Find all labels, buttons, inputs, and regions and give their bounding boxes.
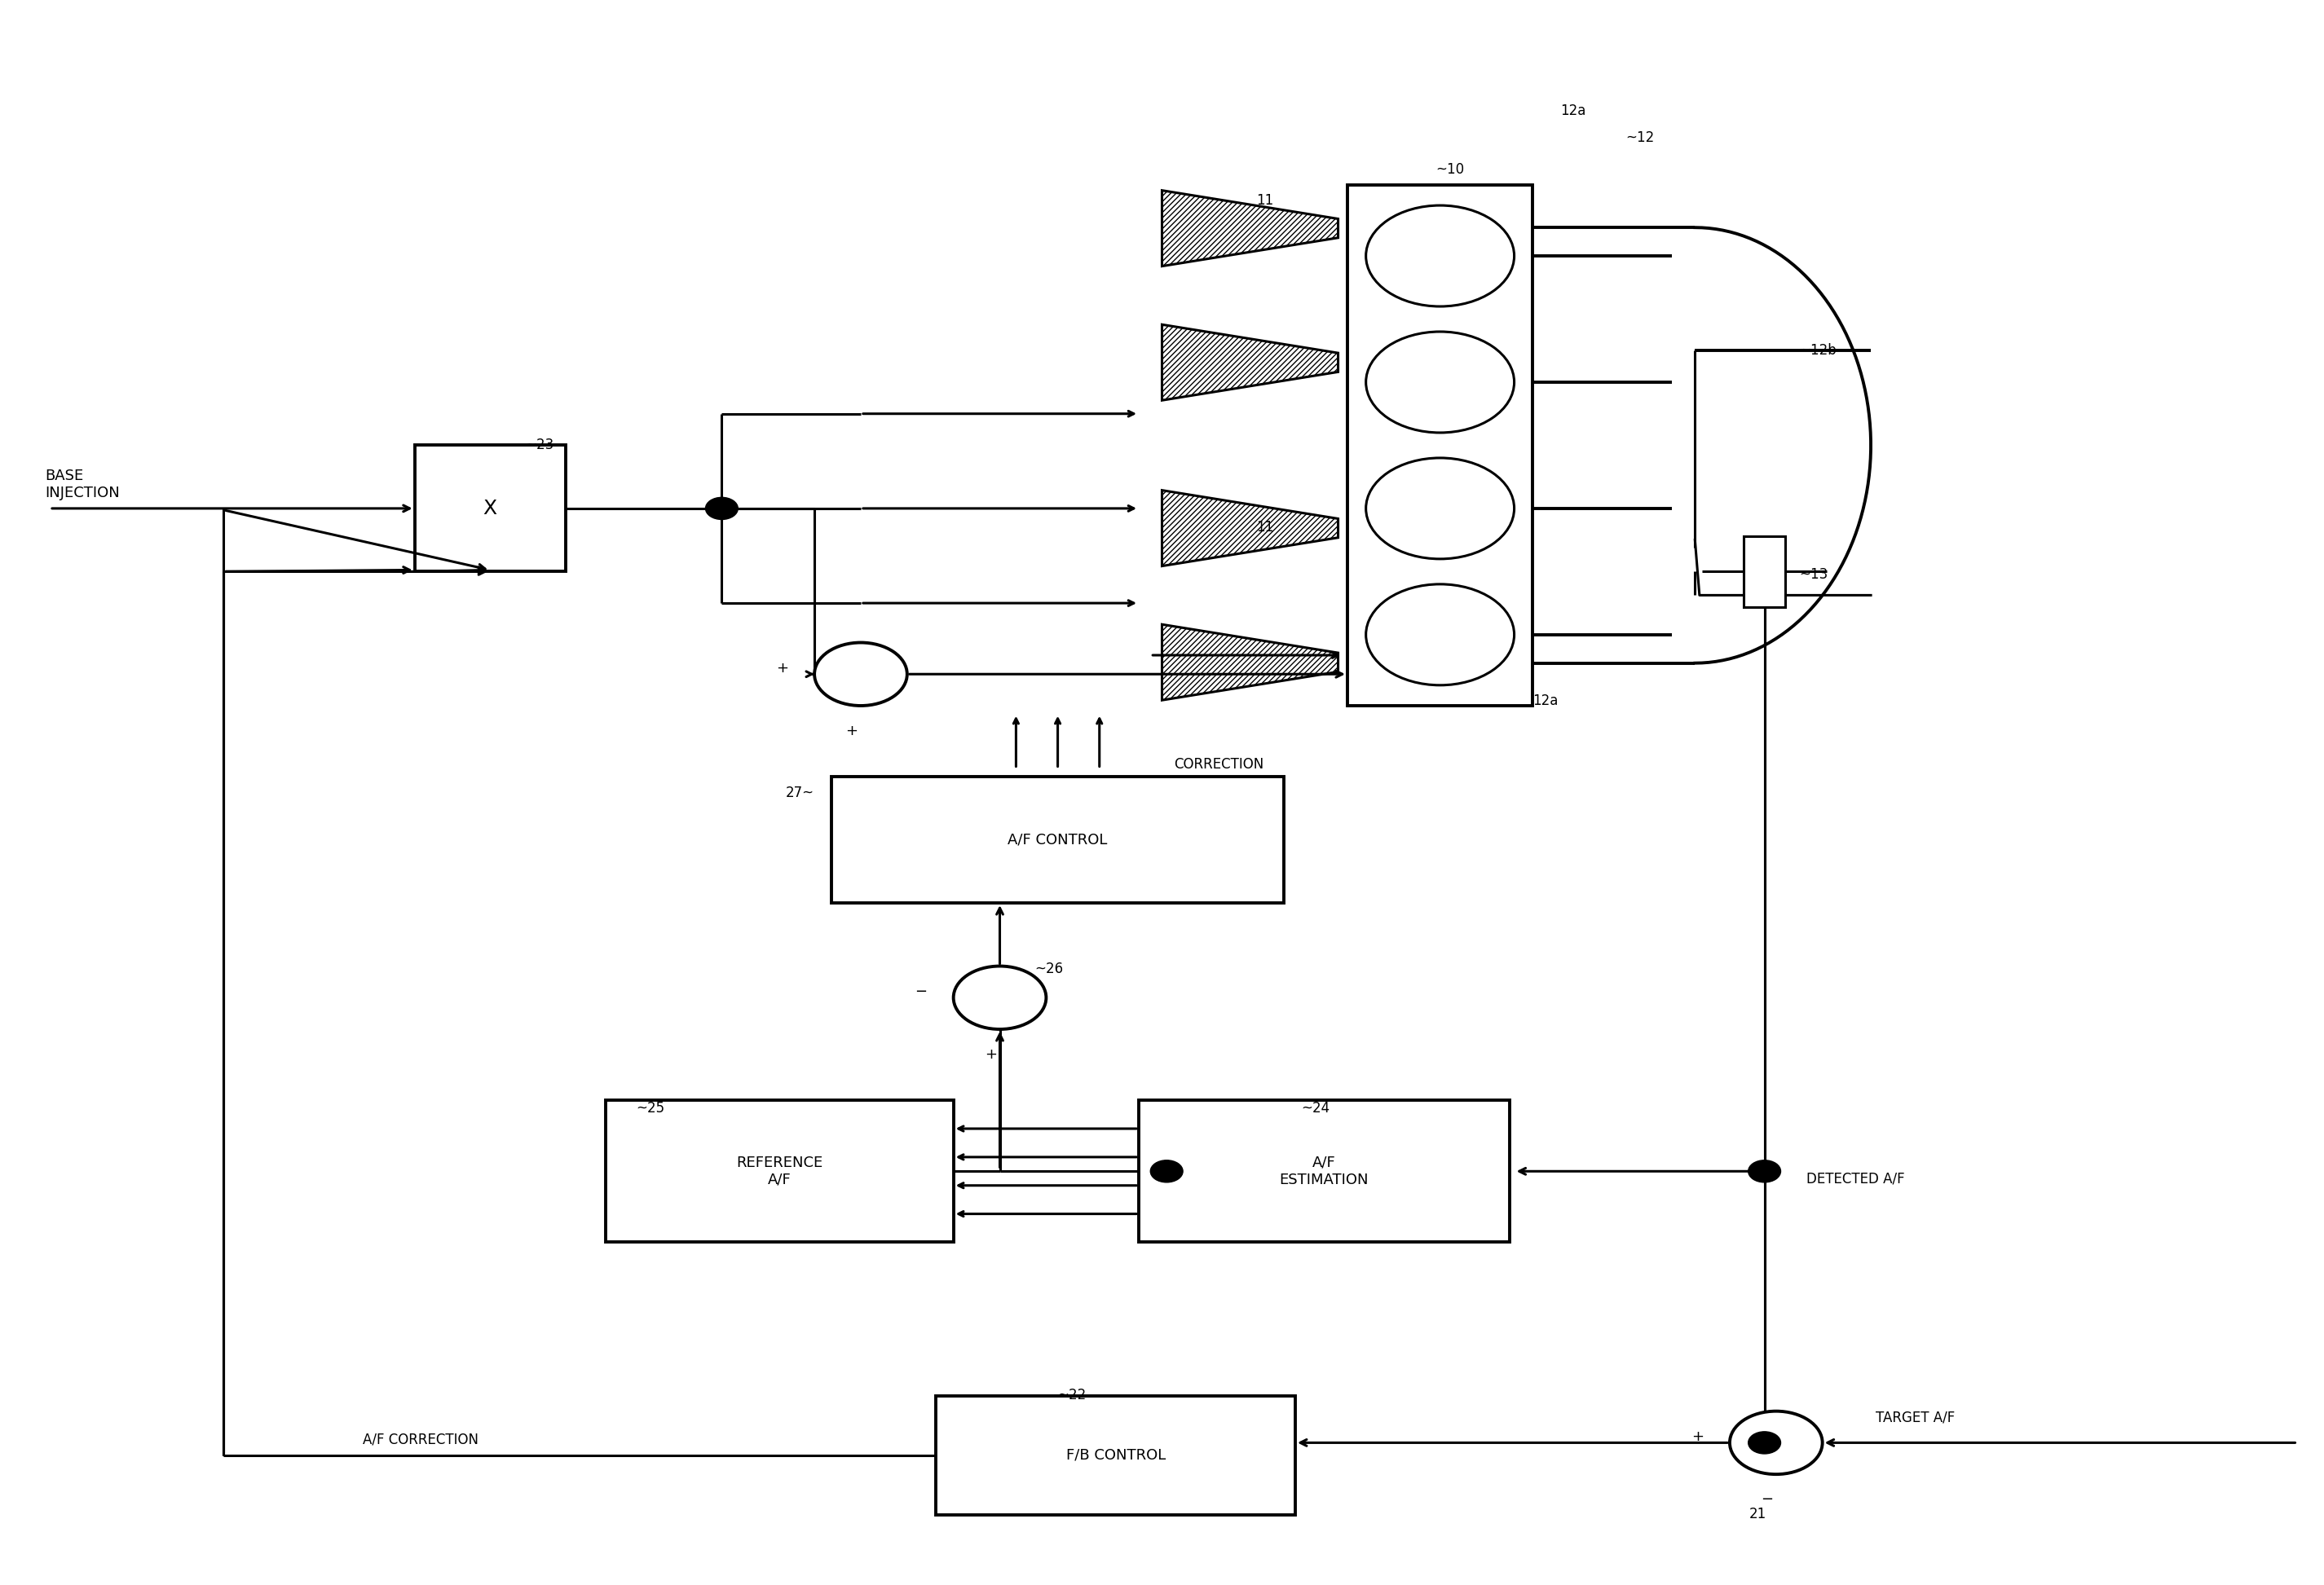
Bar <box>1139 1100 1511 1243</box>
Text: ~13: ~13 <box>1799 567 1829 582</box>
Text: −: − <box>1762 1491 1773 1507</box>
Circle shape <box>953 967 1046 1029</box>
Text: ~12: ~12 <box>1624 130 1655 144</box>
Text: +: + <box>1692 1430 1703 1444</box>
Text: CORRECTION: CORRECTION <box>1174 756 1264 772</box>
Text: 12a: 12a <box>1559 103 1587 117</box>
Text: +: + <box>985 1048 997 1062</box>
Text: −: − <box>916 984 927 999</box>
Polygon shape <box>1162 190 1339 266</box>
Circle shape <box>1367 331 1515 433</box>
Bar <box>1348 185 1534 705</box>
Polygon shape <box>1162 490 1339 566</box>
Bar <box>607 1100 953 1243</box>
Circle shape <box>813 642 906 705</box>
Text: A/F CORRECTION: A/F CORRECTION <box>363 1433 479 1447</box>
Text: X: X <box>483 499 497 518</box>
Text: ~22: ~22 <box>1057 1388 1085 1403</box>
Text: A/F
ESTIMATION: A/F ESTIMATION <box>1281 1155 1369 1187</box>
Bar <box>414 445 565 572</box>
Text: DETECTED A/F: DETECTED A/F <box>1806 1171 1903 1187</box>
Bar <box>1743 536 1785 607</box>
Circle shape <box>1748 1431 1780 1453</box>
Text: ~24: ~24 <box>1301 1102 1329 1116</box>
Polygon shape <box>1162 624 1339 701</box>
Text: BASE
INJECTION: BASE INJECTION <box>44 469 121 501</box>
Text: +: + <box>776 661 788 675</box>
Circle shape <box>1729 1411 1822 1474</box>
Text: ~25: ~25 <box>637 1102 665 1116</box>
Text: F/B CONTROL: F/B CONTROL <box>1067 1449 1164 1463</box>
Circle shape <box>1367 206 1515 306</box>
Text: REFERENCE
A/F: REFERENCE A/F <box>737 1155 823 1187</box>
Text: ~12b: ~12b <box>1799 344 1836 358</box>
Circle shape <box>1367 458 1515 560</box>
Bar <box>937 1396 1294 1515</box>
Text: +: + <box>846 724 858 739</box>
Circle shape <box>1367 585 1515 685</box>
Circle shape <box>1150 1160 1183 1182</box>
Text: 11: 11 <box>1255 520 1274 534</box>
Text: TARGET A/F: TARGET A/F <box>1875 1411 1954 1425</box>
Text: A/F CONTROL: A/F CONTROL <box>1009 832 1109 846</box>
Text: 12a: 12a <box>1534 694 1559 708</box>
Text: 27~: 27~ <box>786 785 813 800</box>
Polygon shape <box>1162 325 1339 401</box>
Circle shape <box>706 498 739 520</box>
Circle shape <box>1748 1160 1780 1182</box>
Text: 21: 21 <box>1750 1506 1766 1522</box>
Text: ~23: ~23 <box>525 437 553 453</box>
Text: 11: 11 <box>1255 193 1274 208</box>
Bar <box>832 777 1283 903</box>
Text: ~26: ~26 <box>1034 962 1062 976</box>
Text: ~10: ~10 <box>1436 162 1464 176</box>
